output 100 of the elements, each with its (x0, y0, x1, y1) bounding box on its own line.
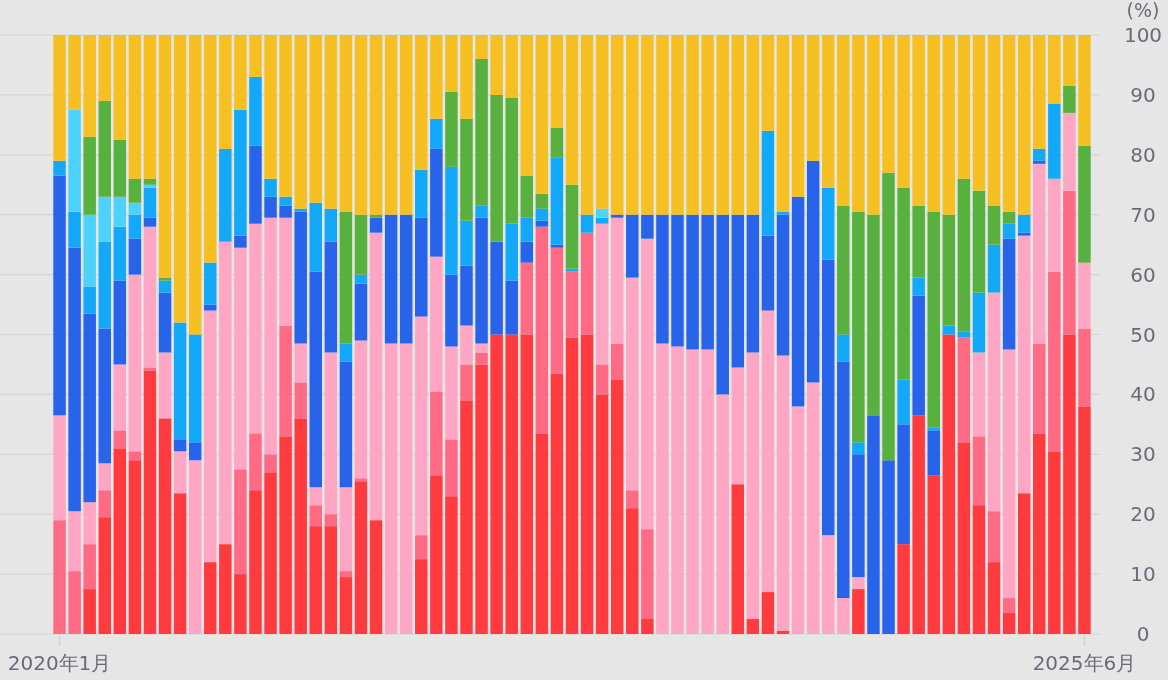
bar (671, 346, 684, 634)
bar (264, 196, 277, 218)
bar (1033, 433, 1046, 634)
bar (701, 214, 714, 350)
bar (369, 217, 383, 233)
bar (1063, 35, 1076, 86)
bar (972, 352, 986, 437)
bar (475, 217, 488, 344)
bar (98, 328, 111, 464)
bar (264, 217, 277, 455)
bar (113, 280, 127, 365)
bar (791, 406, 805, 634)
bar (595, 35, 609, 209)
bar (867, 35, 880, 215)
bar (173, 322, 187, 440)
bar (882, 35, 895, 173)
bar (580, 214, 594, 233)
bar (897, 187, 910, 380)
bar (249, 145, 262, 224)
bar (83, 286, 96, 314)
bar (475, 343, 488, 353)
bar (294, 211, 307, 344)
bar (897, 35, 910, 188)
bar (415, 535, 428, 560)
y-tick-label: 80 (1130, 142, 1156, 167)
bar (1063, 112, 1076, 191)
bar (626, 508, 639, 634)
bar (1078, 145, 1091, 263)
bar (761, 235, 775, 311)
bar (1017, 35, 1031, 215)
bar (430, 391, 443, 476)
bar (475, 205, 488, 218)
bar (565, 271, 579, 338)
bar (324, 35, 338, 209)
bar (53, 520, 66, 634)
bar (987, 292, 1001, 512)
bar (460, 118, 473, 221)
bar (204, 562, 217, 634)
bar (505, 97, 518, 224)
bar (942, 325, 956, 335)
bar (671, 214, 684, 347)
bar (610, 217, 624, 344)
bar (369, 214, 383, 218)
bar (1033, 160, 1046, 164)
bar (234, 109, 247, 236)
bar (204, 35, 217, 263)
bar (972, 292, 986, 353)
bar (279, 196, 292, 206)
bar (852, 211, 865, 443)
bar (158, 35, 172, 278)
bar (354, 35, 368, 215)
bar (565, 184, 579, 269)
bar (1002, 211, 1016, 224)
bar (249, 223, 262, 434)
bar (264, 472, 277, 634)
bar (53, 35, 66, 161)
bar (882, 460, 895, 634)
bar (641, 214, 654, 239)
bar (113, 196, 127, 227)
bar (460, 364, 473, 401)
bar (550, 35, 564, 128)
bar (309, 202, 322, 272)
bar (1002, 35, 1016, 212)
bar (731, 35, 745, 215)
bar (339, 343, 353, 362)
bar (656, 35, 669, 215)
bar (339, 35, 353, 212)
bar (972, 505, 986, 634)
bar (445, 439, 458, 497)
bar (234, 35, 247, 110)
bar (309, 505, 322, 527)
bar (867, 415, 880, 634)
bar (987, 205, 1001, 245)
bar (173, 493, 187, 634)
bar (1048, 451, 1061, 634)
bar (1078, 262, 1091, 329)
bar (234, 469, 247, 575)
bar (595, 208, 609, 218)
bar (972, 190, 986, 293)
bar (445, 35, 458, 92)
bar (550, 373, 564, 634)
bar (610, 214, 624, 218)
bar (1063, 334, 1076, 634)
bar (1002, 598, 1016, 614)
bar (987, 511, 1001, 563)
bar (942, 334, 956, 634)
x-tick-label: 2025年6月 (1032, 651, 1137, 675)
bar (731, 367, 745, 485)
bar (550, 247, 564, 374)
bar (912, 35, 925, 206)
y-tick-label: 60 (1130, 262, 1156, 287)
bar (219, 544, 232, 634)
bar (776, 631, 790, 634)
bar (128, 460, 142, 634)
bar (912, 415, 925, 634)
bar (339, 361, 353, 488)
bar (445, 346, 458, 440)
bar (761, 592, 775, 634)
bar (1048, 271, 1061, 452)
bar (641, 529, 654, 620)
